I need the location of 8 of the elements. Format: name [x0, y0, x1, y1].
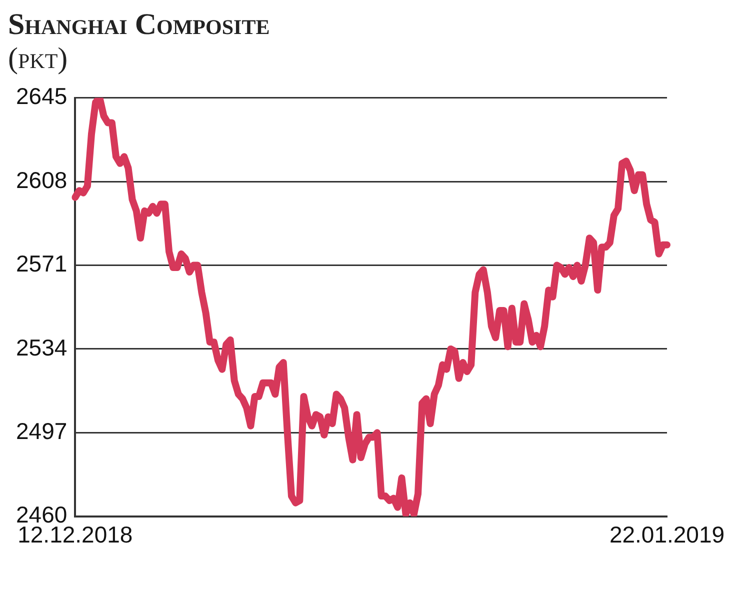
y-tick-label: 2645 — [16, 83, 68, 110]
y-tick-label: 2534 — [16, 334, 68, 360]
y-tick-label: 2497 — [16, 418, 68, 444]
chart-title: Shanghai Composite — [8, 8, 271, 42]
x-tick-label: 22.01.2019 — [609, 522, 725, 548]
y-tick-label: 2608 — [16, 166, 68, 193]
y-tick-label: 2571 — [16, 250, 68, 277]
chart-subtitle: (pkt) — [8, 42, 69, 76]
